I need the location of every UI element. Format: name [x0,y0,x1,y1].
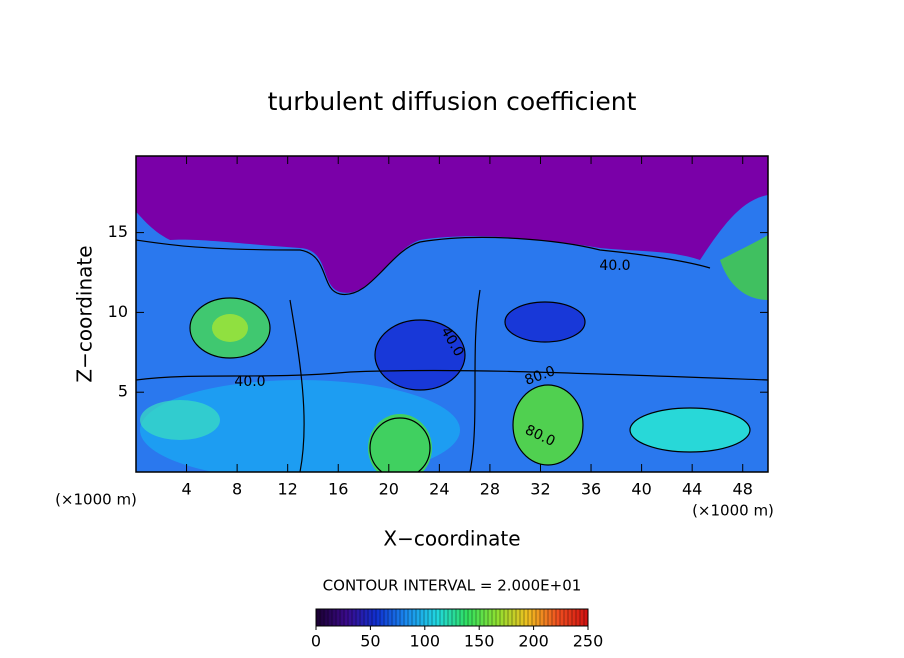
y-tick-label: 15 [108,222,128,241]
colorbar-tick-label: 50 [360,632,380,651]
x-tick-label: 20 [379,480,399,499]
colorbar-tick-label: 200 [518,632,549,651]
x-tick-label: 24 [429,480,449,499]
x-tick-label: 40 [631,480,651,499]
colorbar-tick-label: 150 [464,632,495,651]
chart-title: turbulent diffusion coefficient [268,87,637,116]
field [136,156,768,472]
x-unit-label: (×1000 m) [692,502,774,520]
x-tick-label: 36 [581,480,601,499]
plot-frame [135,155,769,473]
colorbar-tick-label: 0 [311,632,321,651]
x-tick-label: 12 [278,480,298,499]
contour-label: 40.0 [599,258,630,274]
y-tick-label: 5 [118,382,128,401]
x-tick-label: 8 [232,480,242,499]
x-unit-label: (×1000 m) [55,491,137,509]
y-axis-label: Z−coordinate [73,245,97,382]
contour-label: 40.0 [234,374,265,390]
x-tick-label: 4 [181,480,191,499]
x-tick-label: 44 [682,480,702,499]
colorbar-tick-label: 100 [410,632,441,651]
x-tick-label: 16 [328,480,348,499]
colorbar-tick-label: 250 [573,632,604,651]
x-tick-label: 48 [733,480,753,499]
x-tick-label: 32 [530,480,550,499]
y-tick-label: 10 [108,302,128,321]
x-axis-label: X−coordinate [383,527,520,551]
contour-interval: CONTOUR INTERVAL = 2.000E+01 [323,577,582,595]
x-tick-label: 28 [480,480,500,499]
